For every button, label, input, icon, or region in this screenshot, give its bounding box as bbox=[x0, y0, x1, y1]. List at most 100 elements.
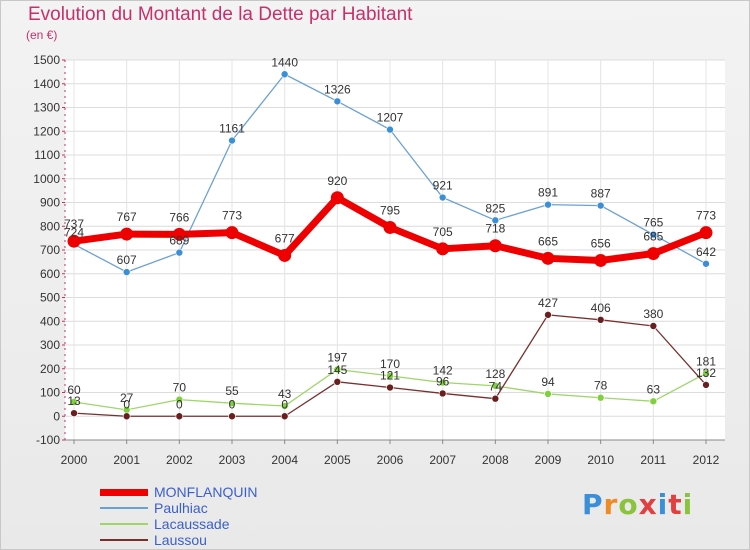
data-point-lacaussade bbox=[228, 399, 236, 407]
data-point-monflanquin bbox=[383, 220, 397, 234]
y-tick-label: 1200 bbox=[33, 124, 60, 138]
data-label-laussou: 0 bbox=[176, 397, 183, 411]
data-label-paulhiac: 891 bbox=[538, 186, 558, 200]
data-point-lacaussade bbox=[649, 397, 658, 406]
data-label-laussou: 121 bbox=[380, 369, 400, 383]
data-label-laussou: 132 bbox=[696, 366, 716, 380]
y-tick-label: 1000 bbox=[33, 172, 60, 186]
legend-swatch bbox=[100, 523, 148, 525]
data-label-paulhiac: 1326 bbox=[324, 82, 351, 96]
data-label-lacaussade: 63 bbox=[647, 382, 661, 396]
data-point-monflanquin bbox=[225, 226, 239, 240]
data-label-laussou: 74 bbox=[489, 380, 503, 394]
data-label-lacaussade: 197 bbox=[327, 350, 347, 364]
legend-label: MONFLANQUIN bbox=[154, 484, 258, 500]
data-label-monflanquin: 685 bbox=[643, 230, 663, 244]
data-label-lacaussade: 27 bbox=[120, 391, 134, 405]
legend-swatch bbox=[100, 539, 148, 541]
x-tick-label: 2007 bbox=[429, 453, 456, 467]
data-point-laussou bbox=[280, 412, 289, 421]
data-point-lacaussade bbox=[386, 372, 394, 380]
x-tick-label: 2006 bbox=[377, 453, 404, 467]
data-point-paulhiac bbox=[228, 136, 236, 145]
x-tick-label: 2012 bbox=[693, 453, 720, 467]
x-tick-label: 2002 bbox=[166, 453, 193, 467]
data-label-paulhiac: 642 bbox=[696, 245, 716, 259]
x-tick-label: 2009 bbox=[535, 453, 562, 467]
data-point-laussou bbox=[175, 412, 184, 421]
data-point-paulhiac bbox=[386, 125, 394, 134]
data-point-laussou bbox=[702, 381, 710, 389]
data-label-paulhiac: 1207 bbox=[377, 111, 404, 125]
data-point-lacaussade bbox=[70, 398, 78, 406]
data-point-paulhiac bbox=[596, 201, 605, 210]
data-point-laussou bbox=[228, 412, 236, 421]
data-label-laussou: 96 bbox=[436, 374, 450, 388]
data-point-monflanquin bbox=[330, 191, 344, 205]
data-point-lacaussade bbox=[333, 365, 342, 374]
data-label-laussou: 427 bbox=[538, 296, 558, 310]
y-tick-label: 600 bbox=[40, 267, 60, 281]
data-point-paulhiac bbox=[280, 70, 289, 79]
legend-swatch bbox=[100, 507, 148, 509]
y-tick-label: 200 bbox=[40, 362, 60, 376]
chart-title: Evolution du Montant de la Dette par Hab… bbox=[28, 4, 413, 25]
data-point-laussou bbox=[438, 389, 447, 398]
legend-label: Laussou bbox=[154, 532, 207, 548]
x-tick-label: 2010 bbox=[587, 453, 614, 467]
data-point-monflanquin bbox=[278, 248, 292, 262]
data-label-paulhiac: 724 bbox=[64, 225, 84, 239]
data-point-monflanquin bbox=[699, 226, 713, 240]
data-label-monflanquin: 766 bbox=[169, 210, 189, 224]
data-label-lacaussade: 78 bbox=[594, 379, 608, 393]
data-point-paulhiac bbox=[702, 259, 710, 268]
data-point-lacaussade bbox=[280, 402, 289, 410]
data-label-paulhiac: 1440 bbox=[271, 55, 298, 69]
data-label-monflanquin: 773 bbox=[222, 209, 242, 223]
data-label-lacaussade: 55 bbox=[225, 384, 239, 398]
data-point-lacaussade bbox=[544, 390, 552, 398]
data-point-laussou bbox=[596, 316, 605, 324]
y-tick-label: -100 bbox=[36, 433, 60, 447]
data-label-lacaussade: 60 bbox=[67, 383, 81, 397]
y-tick-label: 1300 bbox=[33, 101, 60, 115]
data-label-paulhiac: 921 bbox=[433, 179, 453, 193]
data-point-paulhiac bbox=[438, 193, 447, 202]
data-label-monflanquin: 656 bbox=[591, 236, 611, 250]
data-label-lacaussade: 43 bbox=[278, 387, 292, 401]
y-tick-label: 800 bbox=[40, 219, 60, 233]
data-point-paulhiac bbox=[491, 216, 500, 225]
data-point-laussou bbox=[544, 311, 552, 319]
data-point-monflanquin bbox=[120, 227, 134, 241]
data-label-monflanquin: 920 bbox=[327, 174, 347, 188]
data-label-monflanquin: 677 bbox=[275, 231, 295, 245]
data-point-monflanquin bbox=[172, 227, 186, 241]
y-tick-label: 900 bbox=[40, 196, 60, 210]
x-tick-label: 2003 bbox=[219, 453, 246, 467]
chart-unit: (en €) bbox=[26, 28, 58, 42]
data-label-laussou: 406 bbox=[591, 301, 611, 315]
data-label-lacaussade: 181 bbox=[696, 354, 716, 368]
legend-swatch bbox=[100, 488, 148, 496]
data-label-paulhiac: 1161 bbox=[219, 122, 245, 136]
legend-label: Paulhiac bbox=[154, 500, 208, 516]
data-label-monflanquin: 665 bbox=[538, 234, 558, 248]
x-tick-label: 2001 bbox=[113, 453, 140, 467]
data-label-lacaussade: 128 bbox=[485, 367, 505, 381]
data-point-paulhiac bbox=[649, 230, 658, 239]
data-label-lacaussade: 142 bbox=[433, 364, 453, 378]
data-point-paulhiac bbox=[175, 248, 184, 257]
x-tick-label: 2004 bbox=[271, 453, 298, 467]
data-label-paulhiac: 825 bbox=[485, 201, 505, 215]
data-point-monflanquin bbox=[541, 251, 555, 265]
data-label-laussou: 380 bbox=[643, 307, 663, 321]
data-point-monflanquin bbox=[67, 234, 81, 248]
data-point-laussou bbox=[386, 383, 394, 392]
y-tick-label: 0 bbox=[53, 409, 60, 423]
data-point-monflanquin bbox=[646, 247, 660, 261]
y-tick-label: 300 bbox=[40, 338, 60, 352]
data-label-laussou: 145 bbox=[327, 363, 347, 377]
x-tick-label: 2000 bbox=[61, 453, 88, 467]
data-label-paulhiac: 887 bbox=[591, 187, 611, 201]
